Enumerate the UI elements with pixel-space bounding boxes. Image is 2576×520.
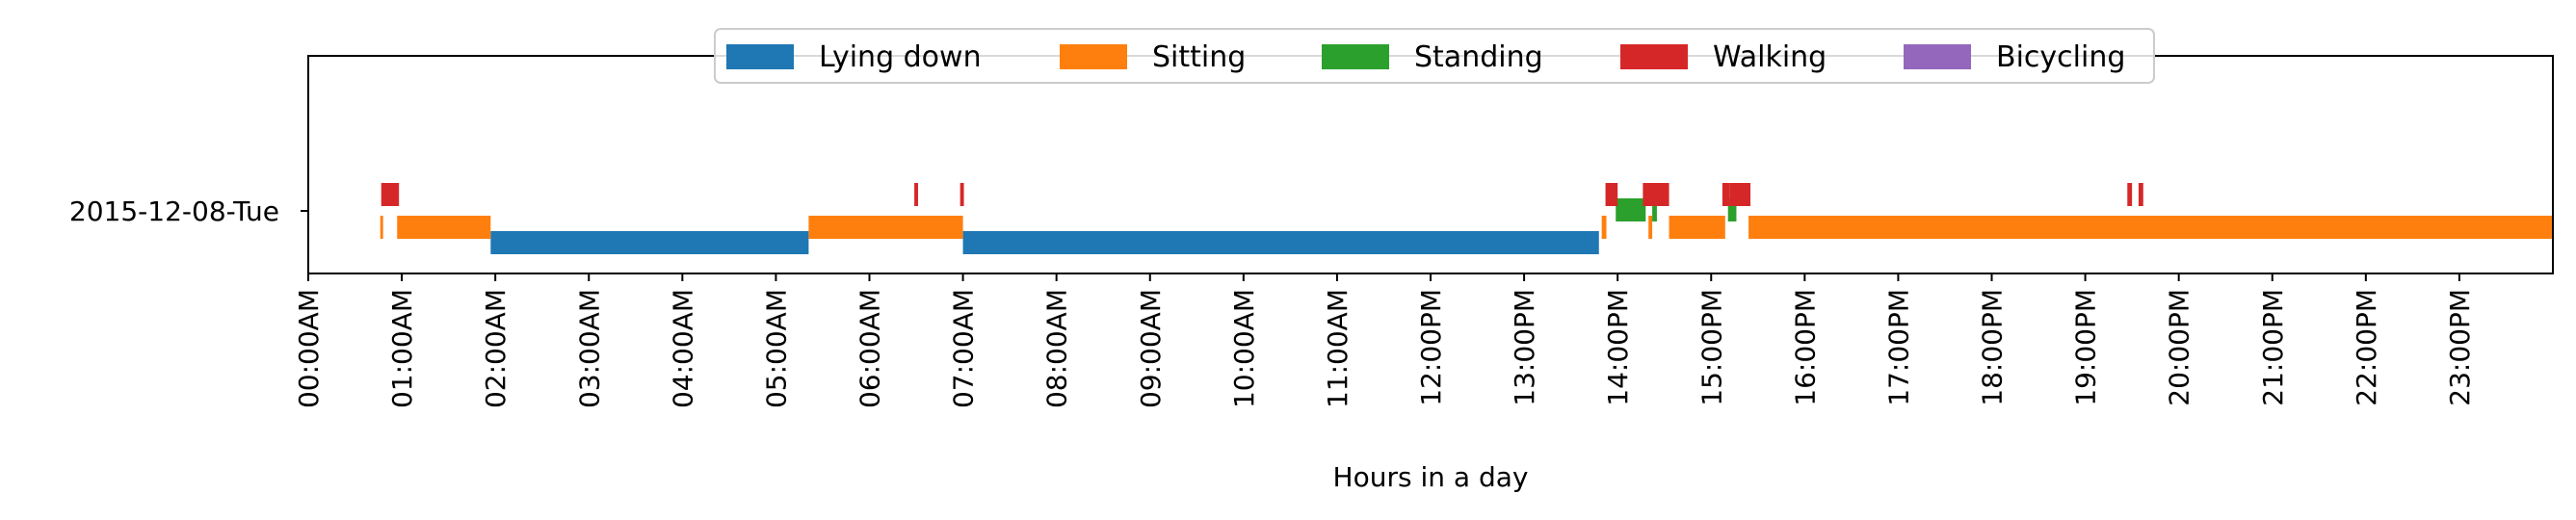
bar-sitting-5 xyxy=(1669,216,1725,239)
x-tick-label: 00:00AM xyxy=(293,289,325,408)
y-tick-label: 2015-12-08-Tue xyxy=(69,195,279,227)
bar-walking-0 xyxy=(381,183,400,206)
x-axis: 00:00AM 01:00AM 02:00AM 03:00AM 04:00AM 05:00… xyxy=(293,273,2476,408)
x-tick-label: 15:00PM xyxy=(1695,289,1727,406)
x-tick-label: 08:00AM xyxy=(1041,289,1073,408)
x-tick-label: 17:00PM xyxy=(1882,289,1914,406)
bar-sitting-6 xyxy=(1748,216,2553,239)
x-tick-label: 02:00AM xyxy=(480,289,512,408)
legend-label-lying-down: Lying down xyxy=(819,40,982,74)
x-tick-label: 03:00AM xyxy=(573,289,605,408)
bar-sitting-3 xyxy=(1601,216,1607,239)
bar-walking-5 xyxy=(1648,183,1669,206)
bar-walking-8 xyxy=(2127,183,2133,206)
bar-walking-3 xyxy=(1605,183,1618,206)
x-tick-label: 12:00PM xyxy=(1415,289,1447,406)
bar-walking-4 xyxy=(1643,183,1651,206)
bar-sitting-2 xyxy=(808,216,963,239)
legend-label-walking: Walking xyxy=(1713,40,1827,74)
bar-walking-6 xyxy=(1722,183,1730,206)
x-tick-label: 21:00PM xyxy=(2257,289,2289,406)
legend-label-sitting: Sitting xyxy=(1152,40,1246,74)
x-tick-label: 16:00PM xyxy=(1789,289,1821,406)
x-tick-label: 18:00PM xyxy=(1977,289,2009,406)
bar-walking-2 xyxy=(959,183,964,206)
bar-walking-1 xyxy=(914,183,918,206)
bar-sitting-1 xyxy=(397,216,491,239)
legend-swatch-sitting xyxy=(1060,44,1127,69)
bar-sitting-4 xyxy=(1648,216,1653,239)
x-tick-label: 07:00AM xyxy=(948,289,980,408)
legend-swatch-lying-down xyxy=(726,44,794,69)
bar-walking-7 xyxy=(1729,183,1751,206)
y-axis: 2015-12-08-Tue xyxy=(69,195,308,227)
legend-label-bicycling: Bicycling xyxy=(1996,40,2125,74)
x-tick-label: 10:00AM xyxy=(1228,289,1260,408)
x-tick-label: 19:00PM xyxy=(2070,289,2102,406)
legend-label-standing: Standing xyxy=(1414,40,1543,74)
x-tick-label: 09:00AM xyxy=(1135,289,1167,408)
legend-swatch-standing xyxy=(1322,44,1389,69)
activity-bars xyxy=(380,183,2553,254)
legend: Lying down Sitting Standing Walking Bicyclin… xyxy=(714,28,2155,84)
x-tick-label: 05:00AM xyxy=(760,289,792,408)
x-tick-label: 22:00PM xyxy=(2351,289,2382,406)
bar-standing-0 xyxy=(1616,198,1646,221)
x-tick-label: 13:00PM xyxy=(1509,289,1540,406)
legend-swatch-bicycling xyxy=(1904,44,1971,69)
x-axis-title: Hours in a day xyxy=(1333,461,1529,493)
bar-lying-down-1 xyxy=(962,231,1599,254)
bar-lying-down-0 xyxy=(490,231,809,254)
x-tick-label: 06:00AM xyxy=(854,289,886,408)
bar-walking-9 xyxy=(2138,183,2143,206)
x-tick-label: 01:00AM xyxy=(386,289,418,408)
x-tick-label: 11:00AM xyxy=(1322,289,1354,408)
x-tick-label: 04:00AM xyxy=(667,289,698,408)
bar-standing-2 xyxy=(1727,198,1737,221)
bar-standing-1 xyxy=(1652,198,1657,221)
bar-sitting-0 xyxy=(380,216,383,239)
x-tick-label: 14:00PM xyxy=(1602,289,1634,406)
legend-swatch-walking xyxy=(1620,44,1688,69)
x-tick-label: 20:00PM xyxy=(2164,289,2195,406)
x-tick-label: 23:00PM xyxy=(2444,289,2476,406)
